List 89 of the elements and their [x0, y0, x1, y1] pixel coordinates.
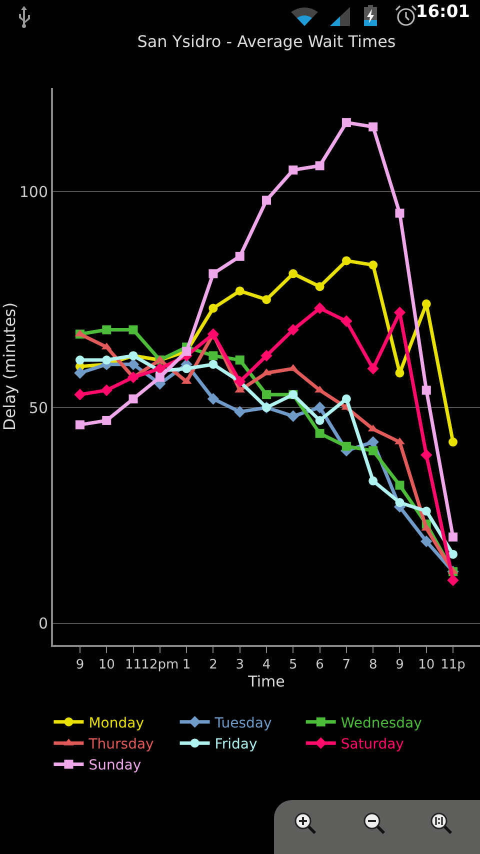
legend-label: Friday: [214, 736, 258, 753]
point: [342, 442, 351, 451]
y-tick-label: 0: [38, 614, 48, 633]
point: [395, 480, 404, 490]
legend-label: Sunday: [88, 758, 142, 774]
point: [208, 304, 218, 313]
point: [235, 286, 244, 296]
point: [262, 196, 271, 205]
point: [422, 506, 431, 516]
point: [315, 161, 324, 170]
point: [208, 360, 218, 369]
x-tick-label: 9: [76, 658, 84, 673]
point: [420, 536, 432, 548]
point: [262, 295, 271, 304]
point: [100, 384, 112, 396]
x-tick-label: 4: [262, 658, 271, 673]
y-tick-label: 50: [28, 398, 48, 417]
point: [127, 371, 140, 384]
point: [420, 449, 432, 461]
point: [75, 420, 84, 430]
point: [422, 386, 431, 395]
legend-label: Saturday: [340, 736, 404, 753]
x-tick-label: 11p: [440, 658, 466, 673]
legend-label: Tuesday: [214, 715, 272, 732]
point: [208, 269, 218, 278]
legend-label: Monday: [88, 715, 144, 732]
point: [260, 350, 272, 362]
point: [74, 367, 86, 379]
point: [448, 438, 458, 447]
point: [288, 166, 298, 175]
x-tick-label: 5: [289, 658, 298, 673]
point: [235, 252, 244, 261]
point: [234, 406, 246, 418]
point: [368, 122, 378, 132]
point: [342, 394, 351, 404]
point: [315, 416, 324, 425]
x-tick-label: 12pm: [141, 658, 179, 673]
x-tick-label: 10: [418, 658, 435, 673]
x-tick-label: 11: [124, 658, 142, 673]
point: [182, 364, 192, 374]
point: [288, 269, 298, 278]
point: [447, 574, 459, 586]
point: [128, 325, 138, 334]
point: [368, 476, 378, 486]
point: [368, 260, 378, 270]
y-axis-title: Delay (minutes): [0, 302, 19, 431]
x-tick-label: 7: [342, 658, 351, 673]
point: [448, 532, 458, 542]
legend-label: Thursday: [88, 736, 154, 753]
x-tick-label: 10: [98, 658, 115, 673]
x-tick-label: 3: [236, 658, 244, 673]
point: [367, 362, 379, 375]
point: [448, 550, 458, 559]
point: [422, 299, 431, 308]
y-tick-label: 100: [19, 182, 48, 201]
point: [102, 356, 112, 365]
point: [235, 356, 244, 365]
x-tick-label: 9: [396, 658, 404, 673]
point: [314, 302, 326, 314]
point: [155, 372, 164, 382]
point: [342, 256, 351, 266]
point: [287, 410, 299, 422]
text: 16:01: [416, 2, 470, 22]
x-tick-label: 6: [316, 658, 324, 673]
point: [102, 416, 112, 425]
point: [395, 208, 404, 218]
point: [315, 282, 324, 292]
point: [207, 328, 220, 340]
point: [102, 325, 112, 334]
point: [315, 428, 324, 438]
point: [208, 351, 218, 360]
x-tick-label: 1: [182, 658, 191, 673]
x-tick-label: 8: [368, 658, 378, 673]
point: [128, 394, 138, 404]
chart-title: San Ysidro - Average Wait Times: [137, 32, 396, 52]
x-tick-label: 2: [209, 658, 218, 673]
point: [340, 315, 352, 328]
point: [342, 118, 351, 128]
x-axis-title: Time: [247, 672, 285, 691]
point: [368, 446, 378, 456]
point: [207, 393, 220, 405]
point: [287, 324, 299, 336]
legend-label: Wednesday: [340, 715, 422, 732]
point: [75, 356, 84, 365]
point: [314, 402, 326, 414]
point: [74, 388, 86, 400]
point: [262, 390, 271, 400]
point: [367, 436, 379, 448]
point: [395, 498, 404, 508]
